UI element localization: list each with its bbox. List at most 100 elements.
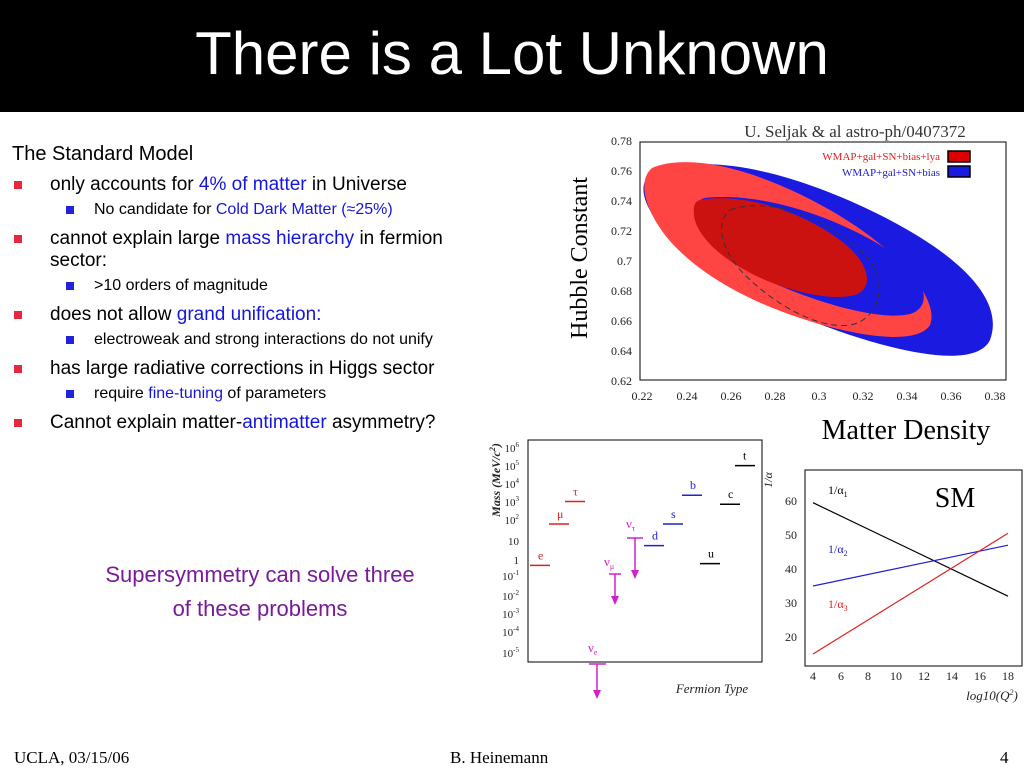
chart-source-title: U. Seljak & al astro-ph/0407372 (744, 122, 965, 141)
x-tick-label: 0.38 (985, 389, 1006, 403)
bullet-highlight: antimatter (242, 412, 327, 433)
neutrino-arrowhead (593, 690, 601, 699)
title-bar: There is a Lot Unknown (0, 0, 1024, 112)
series-label: 1/α1 (828, 483, 848, 499)
y-tick-label: 0.7 (617, 254, 632, 268)
fermion-mass-chart: Mass (MeV/c2) 106 105 104 103 102 10 1 1… (488, 439, 763, 699)
coupling-line-labels: 1/α1 1/α2 1/α3 (828, 483, 848, 613)
sub-bullet-orders: >10 orders of magnitude (12, 276, 482, 296)
bullet-highlight: grand unification: (176, 304, 322, 325)
mass-tick-label: 102 (505, 513, 520, 527)
fermion-plot-frame (527, 439, 763, 663)
fermion-label: u (708, 547, 714, 561)
chart-title-sm: SM (935, 483, 976, 514)
x-tick-label: 14 (946, 669, 958, 683)
coupling-lines (812, 502, 1009, 655)
y-axis-label: Mass (MeV/c2) (488, 443, 503, 518)
fermion-label: τ (573, 485, 578, 499)
x-tick-label: 8 (865, 669, 871, 683)
y-tick-label: 20 (785, 630, 797, 644)
bullet-mass-hierarchy: cannot explain large mass hierarchy in f… (12, 228, 482, 272)
mass-tick-labels: 106 105 104 103 102 10 1 10-1 10-2 10-3 … (502, 441, 519, 660)
y-tick-label: 0.78 (611, 134, 632, 148)
fermion-label: μ (557, 507, 563, 521)
sub-bullet-fine-tuning: require fine-tuning of parameters (12, 384, 482, 404)
bullet-text: in Universe (306, 174, 407, 195)
fermion-label: s (671, 507, 676, 521)
x-axis-label: Matter Density (822, 415, 991, 446)
mass-tick-label: 106 (505, 441, 520, 455)
bullet-highlight: fine-tuning (148, 385, 223, 402)
y-tick-labels: 0.78 0.76 0.74 0.72 0.7 0.68 0.66 0.64 0… (611, 134, 632, 388)
neutrino-label: νe (588, 640, 598, 657)
mass-tick-label: 103 (505, 495, 520, 509)
mass-tick-label: 10-3 (502, 607, 519, 621)
series-label: 1/α3 (828, 597, 848, 613)
y-axis-label: 1/α (761, 471, 775, 487)
coupling-series-line (812, 532, 1009, 655)
x-axis-label: Fermion Type (675, 681, 749, 696)
x-tick-label: 4 (810, 669, 816, 683)
slide-heading: The Standard Model (12, 143, 194, 165)
y-tick-label: 40 (785, 562, 797, 576)
x-tick-label: 10 (890, 669, 902, 683)
contour-inner-red (693, 198, 867, 298)
contour-plot-area (643, 162, 993, 356)
bullet-highlight: mass hierarchy (225, 228, 355, 249)
sub-bullet-interactions: electroweak and strong interactions do n… (12, 330, 482, 350)
legend: WMAP+gal+SN+bias+lya WMAP+gal+SN+bias (822, 150, 971, 179)
legend-label: WMAP+gal+SN+bias+lya (822, 151, 940, 163)
supersymmetry-callout: Supersymmetry can solve three of these p… (40, 558, 480, 626)
slide-title: There is a Lot Unknown (195, 20, 829, 87)
x-tick-label: 0.28 (765, 389, 786, 403)
neutrino-label: ντ (626, 516, 636, 533)
footer-center: B. Heinemann (450, 748, 549, 767)
x-tick-label: 0.22 (632, 389, 653, 403)
fermion-label: e (538, 548, 543, 562)
neutrino-arrowhead (611, 596, 619, 605)
neutrino-marks: νμ ντ νe (588, 516, 643, 699)
x-tick-label: 0.26 (721, 389, 742, 403)
x-tick-label: 0.32 (853, 389, 874, 403)
x-tick-label: 16 (974, 669, 986, 683)
bullet-list: The Standard Model only accounts for 4% … (12, 143, 482, 434)
bullet-text: No candidate for (94, 201, 216, 218)
bullet-text: asymmetry? (326, 412, 436, 433)
series-label: 1/α2 (828, 542, 848, 558)
mass-tick-label: 10-2 (502, 589, 519, 603)
mass-tick-label: 10-4 (502, 625, 519, 639)
bullet-text: has large radiative corrections in Higgs… (50, 358, 435, 379)
coupling-x-ticks: 4 6 8 10 12 14 16 18 (810, 669, 1014, 683)
bullet-text: in fermion sector: (50, 228, 443, 271)
mass-tick-label: 10 (508, 536, 520, 548)
y-tick-label: 0.64 (611, 344, 632, 358)
legend-label: WMAP+gal+SN+bias (842, 167, 940, 179)
y-tick-label: 30 (785, 596, 797, 610)
neutrino-label: νμ (604, 554, 614, 571)
callout-line: Supersymmetry can solve three (105, 562, 415, 587)
bullet-text: of parameters (222, 385, 327, 402)
page-number: 4 (1000, 748, 1009, 767)
x-tick-label: 0.36 (941, 389, 962, 403)
x-axis-label: log10(Q2) (966, 688, 1018, 703)
sub-bullet-dark-matter: No candidate for Cold Dark Matter (≈25%) (12, 200, 482, 220)
y-tick-label: 0.76 (611, 164, 632, 178)
fermion-marks: e μτ ds b u c t (530, 449, 755, 567)
fermion-label: b (690, 478, 696, 492)
neutrino-arrowhead (631, 570, 639, 579)
legend-swatch-red (947, 150, 971, 163)
bullet-highlight: 4% of matter (198, 174, 307, 195)
bullet-unification: does not allow grand unification: (12, 304, 482, 326)
bullet-higgs: has large radiative corrections in Higgs… (12, 358, 482, 380)
fermion-label: c (728, 487, 733, 501)
y-tick-label: 50 (785, 528, 797, 542)
x-tick-label: 0.3 (812, 389, 827, 403)
bullet-text: does not allow (50, 304, 177, 325)
coupling-y-ticks: 60 50 40 30 20 (785, 494, 797, 644)
bullet-highlight: Cold Dark Matter (≈25%) (215, 201, 393, 218)
bullet-text: Cannot explain matter- (50, 412, 243, 433)
contour-plot-frame (639, 141, 1007, 381)
x-tick-label: 0.24 (677, 389, 698, 403)
x-tick-label: 12 (918, 669, 930, 683)
coupling-plot-frame (804, 469, 1023, 667)
